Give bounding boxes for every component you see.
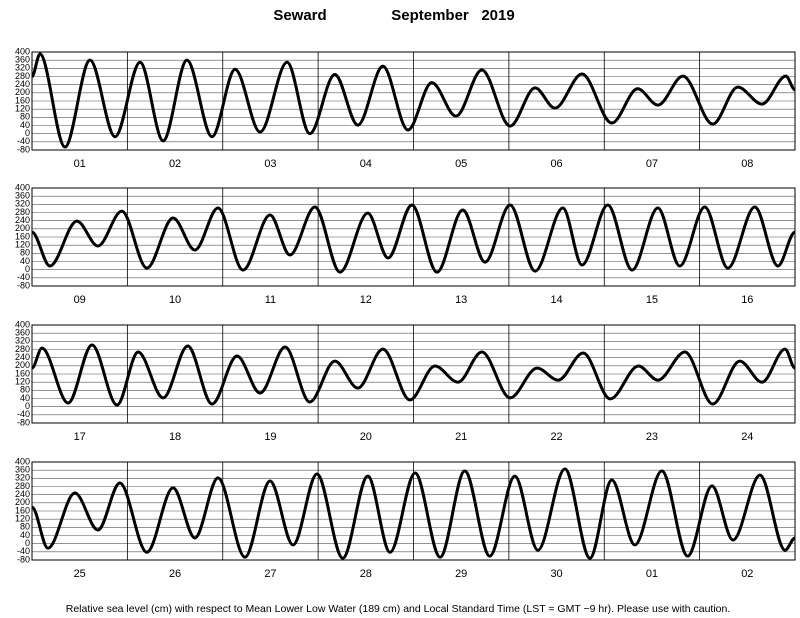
tide-line [30,52,796,149]
y-tick-label: 280 [15,481,30,491]
day-label: 05 [455,158,467,170]
day-label: 02 [741,568,753,580]
day-label: 06 [550,158,562,170]
y-tick-label: 280 [15,344,30,354]
day-label: 26 [169,568,181,580]
station: Seward [273,7,326,24]
y-tick-label: 0 [25,401,30,411]
y-tick-label: -40 [17,546,30,556]
y-tick-label: 0 [25,538,30,548]
y-tick-label: 200 [15,223,30,233]
day-label: 12 [360,294,372,306]
y-tick-label: 120 [15,377,30,387]
y-tick-label: 160 [15,231,30,241]
day-label: 14 [550,294,562,306]
y-tick-label: 360 [15,465,30,475]
y-tick-label: 400 [15,456,30,466]
day-label: 11 [265,294,276,306]
y-tick-label: 120 [15,240,30,250]
day-label: 29 [455,568,467,580]
tide-line [30,467,796,560]
y-tick-label: 120 [15,514,30,524]
day-label: 01 [74,158,86,170]
day-label: 10 [169,294,181,306]
y-tick-label: 160 [15,95,30,105]
day-label: 23 [646,431,658,443]
tide-line [31,343,796,407]
day-label: 07 [646,158,658,170]
y-tick-label: 360 [15,328,30,338]
y-tick-label: 40 [20,393,30,403]
y-tick-label: 320 [15,473,30,483]
y-tick-label: 200 [15,360,30,370]
y-tick-label: 80 [20,522,30,532]
y-tick-label: 200 [15,87,30,97]
y-tick-label: 320 [15,63,30,73]
day-label: 27 [264,568,276,580]
y-tick-label: 0 [25,128,30,138]
y-tick-label: 0 [25,264,30,274]
y-tick-label: -40 [17,136,30,146]
y-tick-label: 240 [15,215,30,225]
day-label: 17 [74,431,86,443]
panel-frame [31,187,796,287]
day-label: 16 [741,294,753,306]
day-label: 04 [360,158,372,170]
y-tick-label: 360 [15,191,30,201]
y-tick-label: 40 [20,120,30,130]
y-tick-label: 240 [15,79,30,89]
day-label: 08 [741,158,753,170]
y-tick-label: 80 [20,248,30,258]
day-label: 09 [74,294,86,306]
year: 2019 [481,7,514,24]
y-tick-label: 400 [15,182,30,192]
y-tick-label: 160 [15,368,30,378]
day-label: 22 [550,431,562,443]
y-tick-label: -80 [17,280,30,290]
day-label: 28 [360,568,372,580]
day-label: 24 [741,431,753,443]
y-tick-label: -80 [17,417,30,427]
day-label: 21 [455,431,467,443]
day-label: 02 [169,158,181,170]
y-tick-label: 320 [15,199,30,209]
y-tick-label: -80 [17,554,30,564]
day-label: 19 [264,431,276,443]
y-tick-label: 80 [20,112,30,122]
month: September [391,7,469,24]
y-tick-label: 240 [15,352,30,362]
y-tick-label: -80 [17,144,30,154]
y-tick-label: 400 [15,319,30,329]
panel-frame [31,324,796,424]
day-label: 20 [360,431,372,443]
y-tick-label: 280 [15,71,30,81]
panel-frame [31,51,796,151]
day-label: 15 [646,294,658,306]
day-label: 03 [264,158,276,170]
y-tick-label: 120 [15,104,30,114]
panel-frame [31,461,796,561]
day-label: 13 [455,294,467,306]
y-tick-label: 40 [20,530,30,540]
y-tick-label: 320 [15,336,30,346]
y-tick-label: 40 [20,256,30,266]
footnote: Relative sea level (cm) with respect to … [66,603,731,615]
y-tick-label: 200 [15,497,30,507]
y-tick-label: 80 [20,385,30,395]
y-tick-label: -40 [17,272,30,282]
tide-line [31,203,796,274]
day-label: 25 [74,568,86,580]
y-tick-label: 160 [15,505,30,515]
y-tick-label: 360 [15,55,30,65]
day-label: 01 [646,568,658,580]
y-tick-label: -40 [17,409,30,419]
day-label: 18 [169,431,181,443]
day-label: 30 [550,568,562,580]
y-tick-label: 400 [15,46,30,56]
y-tick-label: 240 [15,489,30,499]
y-tick-label: 280 [15,207,30,217]
